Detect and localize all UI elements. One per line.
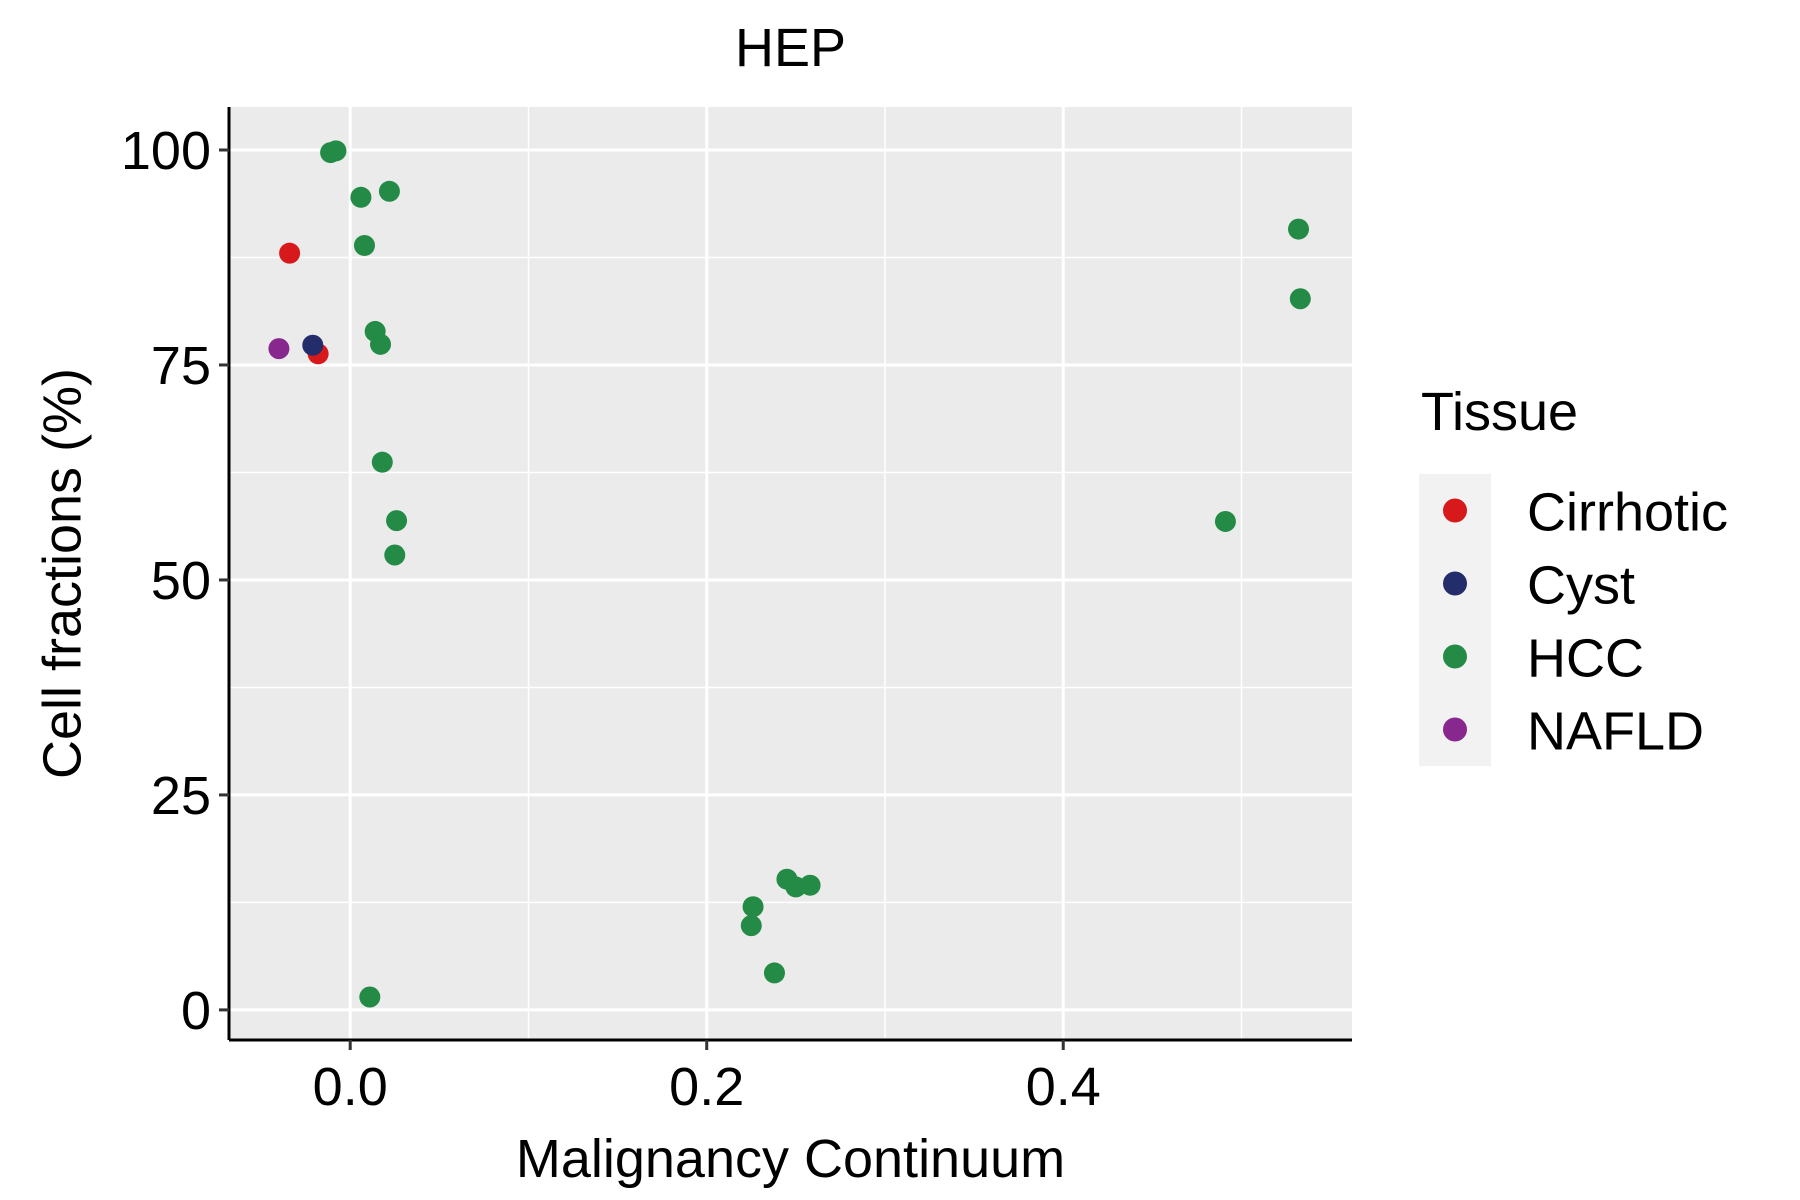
legend-key-cyst	[1443, 571, 1467, 596]
legend-key-nafld	[1443, 717, 1467, 742]
chart-title: HEP	[735, 18, 846, 78]
legend-key-background	[1419, 474, 1491, 766]
data-point-hcc	[1288, 218, 1310, 240]
y-tick-label: 0	[181, 981, 211, 1041]
legend-label-hcc: HCC	[1527, 629, 1644, 689]
legend-key-cirrhotic	[1443, 498, 1467, 523]
legend-key-hcc	[1443, 644, 1467, 669]
data-point-hcc	[371, 451, 393, 473]
y-axis-label: Cell fractions (%)	[32, 368, 92, 779]
data-point-hcc	[325, 140, 347, 162]
x-tick-label: 0.2	[669, 1057, 744, 1117]
data-point-cirrhotic	[279, 242, 301, 264]
data-point-cyst	[302, 334, 324, 356]
data-point-hcc	[384, 544, 406, 566]
axes: 0.0 0.2 0.4 0 25 50 75 100	[121, 107, 1352, 1117]
data-point-nafld	[268, 338, 290, 360]
y-tick-label: 50	[151, 551, 211, 611]
data-point-hcc	[370, 333, 392, 355]
data-point-hcc	[353, 234, 375, 256]
legend-label-cyst: Cyst	[1527, 556, 1635, 616]
major-gridlines	[229, 107, 1352, 1040]
legend-label-nafld: NAFLD	[1527, 702, 1704, 762]
data-point-hcc	[799, 874, 821, 896]
legend-entries: Cirrhotic Cyst HCC NAFLD	[1443, 483, 1728, 762]
legend-label-cirrhotic: Cirrhotic	[1527, 483, 1728, 543]
data-point-hcc	[1214, 510, 1236, 532]
data-points	[268, 140, 1311, 1008]
y-tick-label: 75	[151, 336, 211, 396]
data-point-hcc	[1289, 288, 1311, 310]
data-point-hcc	[742, 896, 764, 918]
x-tick-label: 0.4	[1026, 1057, 1101, 1117]
data-point-hcc	[740, 915, 762, 937]
y-tick-label: 100	[121, 121, 211, 181]
data-point-hcc	[763, 962, 785, 984]
data-point-hcc	[378, 180, 400, 202]
legend-title: Tissue	[1421, 382, 1578, 442]
minor-gridlines	[229, 107, 1352, 1040]
x-tick-label: 0.0	[313, 1057, 388, 1117]
x-axis-label: Malignancy Continuum	[516, 1129, 1065, 1189]
data-point-hcc	[350, 186, 372, 208]
data-point-hcc	[386, 510, 408, 532]
y-tick-label: 25	[151, 766, 211, 826]
plot-panel	[229, 107, 1352, 1040]
data-point-hcc	[359, 986, 381, 1008]
legend: Tissue Cirrhotic Cyst HCC NAFLD	[1419, 382, 1728, 766]
